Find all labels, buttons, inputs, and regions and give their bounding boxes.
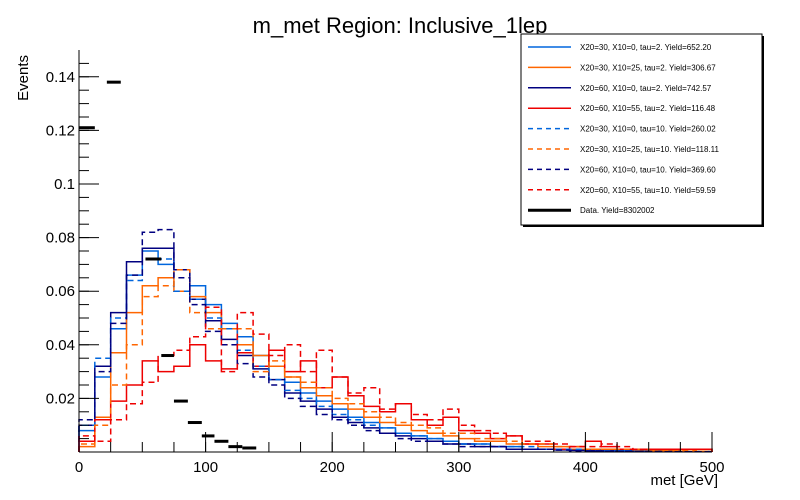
x-axis-label: met [GeV] <box>650 472 718 489</box>
series-6-line <box>78 269 713 452</box>
legend-entry-label: X20=60, X10=0, tau=10. Yield=369.60 <box>580 165 716 174</box>
y-tick-label: 0.12 <box>46 122 75 139</box>
chart-title: m_met Region: Inclusive_1lep <box>253 13 548 38</box>
legend-entry-label: X20=30, X10=25, tau=2. Yield=306.67 <box>580 63 716 72</box>
x-tick-label: 100 <box>193 459 218 476</box>
y-tick-label: 0.1 <box>54 176 75 193</box>
series-2-line <box>78 277 713 452</box>
axes: 0.02 0.04 0.06 0.08 0.1 0.12 0.14 0 100 200 300 400… <box>46 50 725 476</box>
legend-entry-label: X20=60, X10=55, tau=10. Yield=59.59 <box>580 186 716 195</box>
legend-entry-label: X20=30, X10=25, tau=10. Yield=118.11 <box>580 145 719 154</box>
legend-entry-label: X20=60, X10=0, tau=2. Yield=742.57 <box>580 84 712 93</box>
y-tick-label: 0.08 <box>46 230 75 247</box>
legend-entry-label: X20=30, X10=0, tau=10. Yield=260.02 <box>580 125 716 134</box>
y-axis-label: Events <box>15 55 32 101</box>
y-tick-label: 0.04 <box>46 337 75 354</box>
legend-entry-label: Data. Yield=8302002 <box>580 206 655 215</box>
y-tick-label: 0.06 <box>46 283 75 300</box>
x-tick-label: 0 <box>75 459 83 476</box>
y-tick-label: 0.02 <box>46 390 75 407</box>
data-points-layer <box>79 80 257 450</box>
x-tick-label: 400 <box>573 459 598 476</box>
legend: X20=30, X10=0, tau=2. Yield=652.20 X20=30… <box>520 33 764 227</box>
series-8-line <box>78 306 713 452</box>
x-tick-label: 200 <box>320 459 345 476</box>
series-layer <box>78 228 713 453</box>
x-tick-label: 500 <box>699 459 724 476</box>
legend-entry-label: X20=30, X10=0, tau=2. Yield=652.20 <box>580 43 712 52</box>
legend-entry-label: X20=60, X10=55, tau=2. Yield=116.48 <box>580 104 716 113</box>
y-tick-label: 0.14 <box>46 69 75 86</box>
legend-box <box>520 33 763 226</box>
x-tick-label: 300 <box>446 459 471 476</box>
